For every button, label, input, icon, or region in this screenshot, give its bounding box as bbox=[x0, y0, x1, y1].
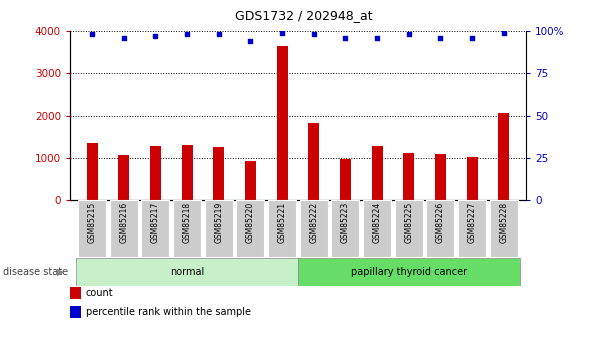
FancyBboxPatch shape bbox=[458, 200, 486, 257]
Bar bbox=[86, 143, 98, 200]
Point bbox=[340, 35, 350, 41]
FancyBboxPatch shape bbox=[490, 200, 517, 257]
Bar bbox=[277, 46, 288, 200]
Point bbox=[214, 32, 224, 37]
Text: GSM85221: GSM85221 bbox=[278, 202, 286, 243]
Text: disease state: disease state bbox=[3, 267, 68, 277]
Point bbox=[404, 32, 413, 37]
FancyBboxPatch shape bbox=[78, 200, 106, 257]
FancyBboxPatch shape bbox=[142, 200, 170, 257]
Bar bbox=[182, 145, 193, 200]
Text: ▶: ▶ bbox=[57, 267, 64, 277]
Text: GSM85215: GSM85215 bbox=[88, 202, 97, 243]
Point bbox=[467, 35, 477, 41]
Bar bbox=[118, 155, 130, 200]
Text: count: count bbox=[86, 288, 114, 298]
FancyBboxPatch shape bbox=[300, 200, 328, 257]
Bar bbox=[435, 154, 446, 200]
FancyBboxPatch shape bbox=[237, 200, 264, 257]
Text: GSM85225: GSM85225 bbox=[404, 202, 413, 243]
Text: papillary thyroid cancer: papillary thyroid cancer bbox=[351, 267, 467, 277]
Bar bbox=[340, 159, 351, 200]
Text: GSM85220: GSM85220 bbox=[246, 202, 255, 243]
Text: GSM85228: GSM85228 bbox=[499, 202, 508, 243]
FancyBboxPatch shape bbox=[110, 200, 137, 257]
Text: GDS1732 / 202948_at: GDS1732 / 202948_at bbox=[235, 9, 373, 22]
Text: GSM85218: GSM85218 bbox=[182, 202, 192, 243]
Text: percentile rank within the sample: percentile rank within the sample bbox=[86, 307, 251, 317]
Point bbox=[499, 30, 509, 36]
Text: GSM85222: GSM85222 bbox=[309, 202, 318, 243]
Point bbox=[87, 32, 97, 37]
Bar bbox=[308, 123, 319, 200]
Point bbox=[277, 30, 287, 36]
FancyBboxPatch shape bbox=[395, 200, 423, 257]
Bar bbox=[466, 157, 478, 200]
FancyBboxPatch shape bbox=[331, 200, 359, 257]
Point bbox=[151, 33, 161, 39]
Text: normal: normal bbox=[170, 267, 204, 277]
Bar bbox=[70, 306, 81, 318]
Text: GSM85226: GSM85226 bbox=[436, 202, 445, 243]
Text: GSM85216: GSM85216 bbox=[119, 202, 128, 243]
Bar bbox=[213, 147, 224, 200]
FancyBboxPatch shape bbox=[298, 258, 520, 286]
Text: GSM85224: GSM85224 bbox=[373, 202, 382, 243]
Point bbox=[246, 38, 255, 44]
Bar bbox=[70, 287, 81, 299]
Bar bbox=[150, 146, 161, 200]
FancyBboxPatch shape bbox=[426, 200, 454, 257]
FancyBboxPatch shape bbox=[173, 200, 201, 257]
Text: GSM85219: GSM85219 bbox=[214, 202, 223, 243]
Point bbox=[435, 35, 445, 41]
FancyBboxPatch shape bbox=[205, 200, 233, 257]
Text: GSM85227: GSM85227 bbox=[468, 202, 477, 243]
Bar bbox=[245, 161, 256, 200]
Bar bbox=[371, 146, 382, 200]
Point bbox=[182, 32, 192, 37]
Point bbox=[309, 32, 319, 37]
FancyBboxPatch shape bbox=[268, 200, 296, 257]
Text: GSM85223: GSM85223 bbox=[341, 202, 350, 243]
Point bbox=[372, 35, 382, 41]
Text: GSM85217: GSM85217 bbox=[151, 202, 160, 243]
Point bbox=[119, 35, 129, 41]
FancyBboxPatch shape bbox=[363, 200, 391, 257]
Bar bbox=[403, 153, 414, 200]
Bar bbox=[498, 114, 510, 200]
FancyBboxPatch shape bbox=[76, 258, 298, 286]
